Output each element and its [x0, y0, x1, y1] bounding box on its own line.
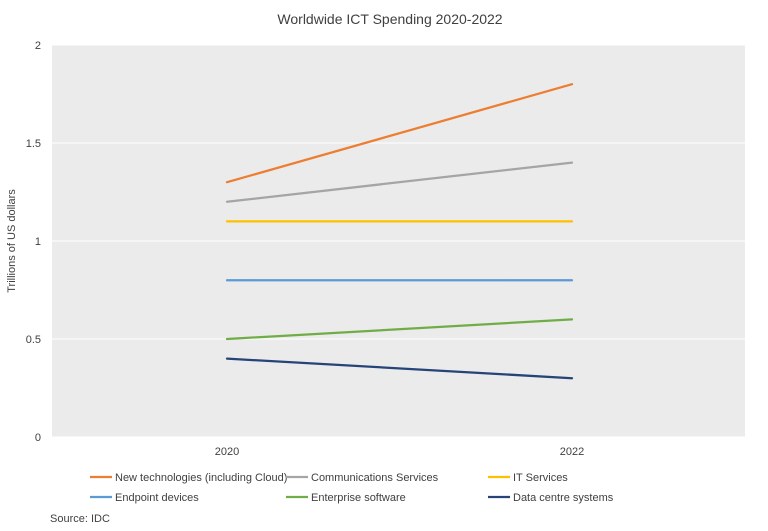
series-line-0 [225, 83, 574, 184]
series-line-5 [225, 357, 574, 380]
legend-label: Communications Services [311, 472, 439, 484]
y-tick-label: 1 [35, 236, 41, 248]
source-note: Source: IDC [50, 513, 110, 525]
legend-label: New technologies (including Cloud) [115, 472, 287, 484]
x-tick-label: 2020 [215, 446, 239, 458]
y-tick-label: 2 [35, 40, 41, 52]
legend-label: Enterprise software [311, 492, 406, 504]
legend-item: Communications Services [286, 472, 439, 484]
x-tick-label: 2022 [560, 446, 584, 458]
legend-label: IT Services [513, 472, 568, 484]
legend-item: New technologies (including Cloud) [90, 472, 287, 484]
legend-item: Enterprise software [286, 492, 406, 504]
legend-item: Endpoint devices [90, 492, 199, 504]
chart-title: Worldwide ICT Spending 2020-2022 [277, 11, 502, 27]
legend-item: IT Services [488, 472, 568, 484]
series-line-1 [225, 161, 574, 203]
y-axis-label: Trillions of US dollars [6, 189, 18, 293]
y-tick-label: 0 [35, 432, 41, 444]
series-line-4 [225, 318, 574, 341]
y-tick-label: 0.5 [26, 334, 41, 346]
y-tick-label: 1.5 [26, 138, 41, 150]
legend-item: Data centre systems [488, 492, 614, 504]
legend-label: Endpoint devices [115, 492, 199, 504]
legend-label: Data centre systems [513, 492, 614, 504]
